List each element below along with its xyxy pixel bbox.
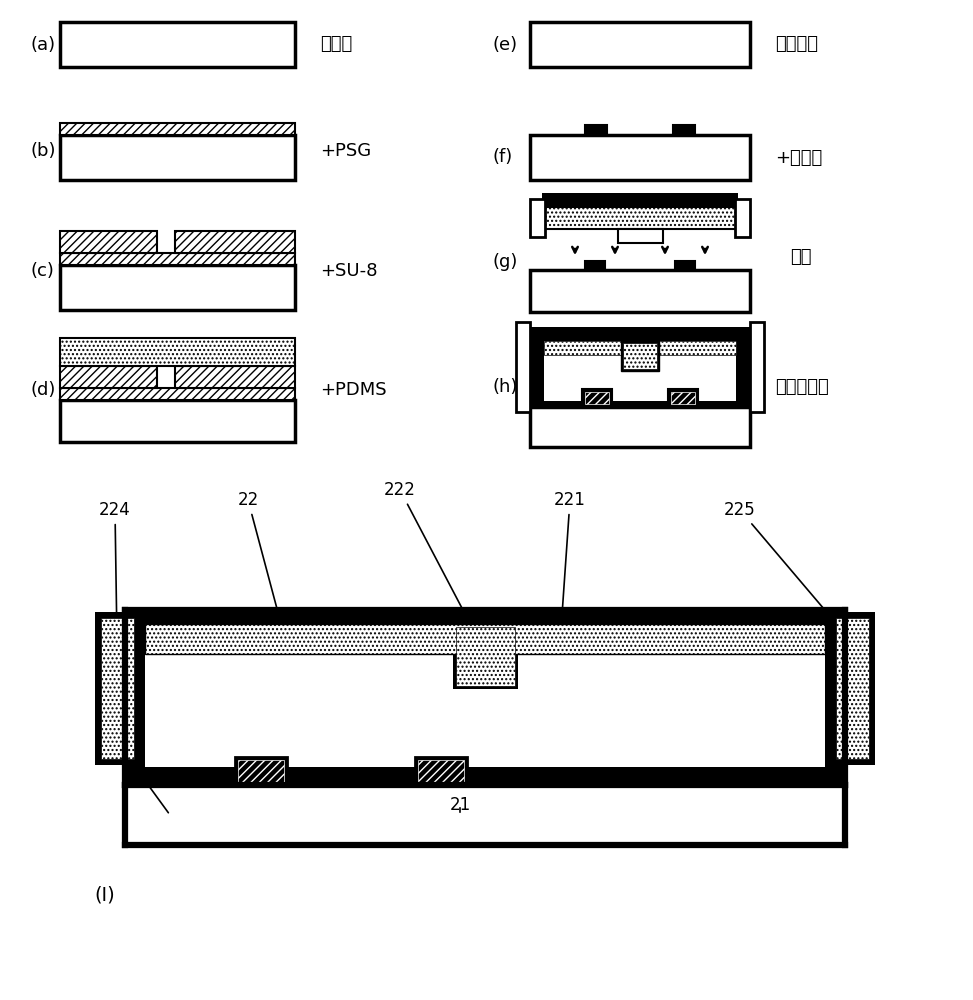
Bar [125,785,845,845]
Bar [623,343,657,369]
Bar [101,618,134,759]
Bar [60,123,295,135]
Bar [60,231,157,253]
Bar [544,341,736,355]
Text: +PDMS: +PDMS [320,381,386,399]
Bar [175,231,295,253]
Bar [456,627,515,686]
Text: (a): (a) [30,35,55,53]
Bar [735,199,750,237]
Bar [60,253,295,265]
Bar [60,400,295,442]
Bar [516,322,530,412]
Bar [585,261,605,270]
Bar [60,22,295,67]
Bar [530,135,750,180]
Text: 225: 225 [724,501,850,640]
Bar [530,270,750,312]
Bar [542,207,738,229]
Bar [544,341,736,401]
Text: (d): (d) [30,381,55,399]
Bar [235,757,287,785]
Text: 224: 224 [99,501,131,639]
Bar [671,392,695,404]
Text: (e): (e) [493,35,519,53]
Bar [145,624,825,654]
Text: (h): (h) [493,378,519,396]
Bar [530,327,750,407]
Text: 键合: 键合 [790,248,811,266]
Bar [60,135,295,180]
Bar [60,366,157,388]
Text: 212: 212 [114,751,168,813]
Bar [60,388,295,400]
Text: 硅基底: 硅基底 [320,35,352,53]
Text: +PSG: +PSG [320,142,371,160]
Bar [830,612,875,765]
Bar [125,610,845,785]
Bar [668,389,698,407]
Bar [415,757,467,785]
Bar [585,125,607,135]
Text: (g): (g) [493,253,519,271]
Text: 223: 223 [254,773,286,791]
Text: (c): (c) [30,261,54,279]
Bar [145,624,825,767]
Text: 22: 22 [237,491,279,617]
Bar [585,392,609,404]
Bar [675,261,695,270]
Bar [582,389,612,407]
Bar [618,229,663,243]
Bar [95,612,140,765]
Bar [530,22,750,67]
Bar [542,193,738,207]
Text: (I): (I) [94,886,116,904]
Text: 221: 221 [554,491,586,641]
Text: 玻璃基底: 玻璃基底 [775,35,818,53]
Bar [750,322,764,412]
Text: +SU-8: +SU-8 [320,261,378,279]
Bar [60,265,295,310]
Bar [673,125,695,135]
Bar [621,341,659,371]
Bar [60,338,295,366]
Bar [836,618,869,759]
Bar [238,760,284,782]
Text: (f): (f) [493,148,513,166]
Bar [530,407,750,447]
Text: 211: 211 [444,771,631,791]
Text: +金电极: +金电极 [775,148,822,166]
Text: 222: 222 [384,481,484,650]
Bar [530,199,545,237]
Text: (b): (b) [30,142,55,160]
Text: 21: 21 [450,796,471,814]
Bar [175,366,295,388]
Text: 微流控芯片: 微流控芯片 [775,378,829,396]
Bar [453,624,518,689]
Bar [418,760,464,782]
